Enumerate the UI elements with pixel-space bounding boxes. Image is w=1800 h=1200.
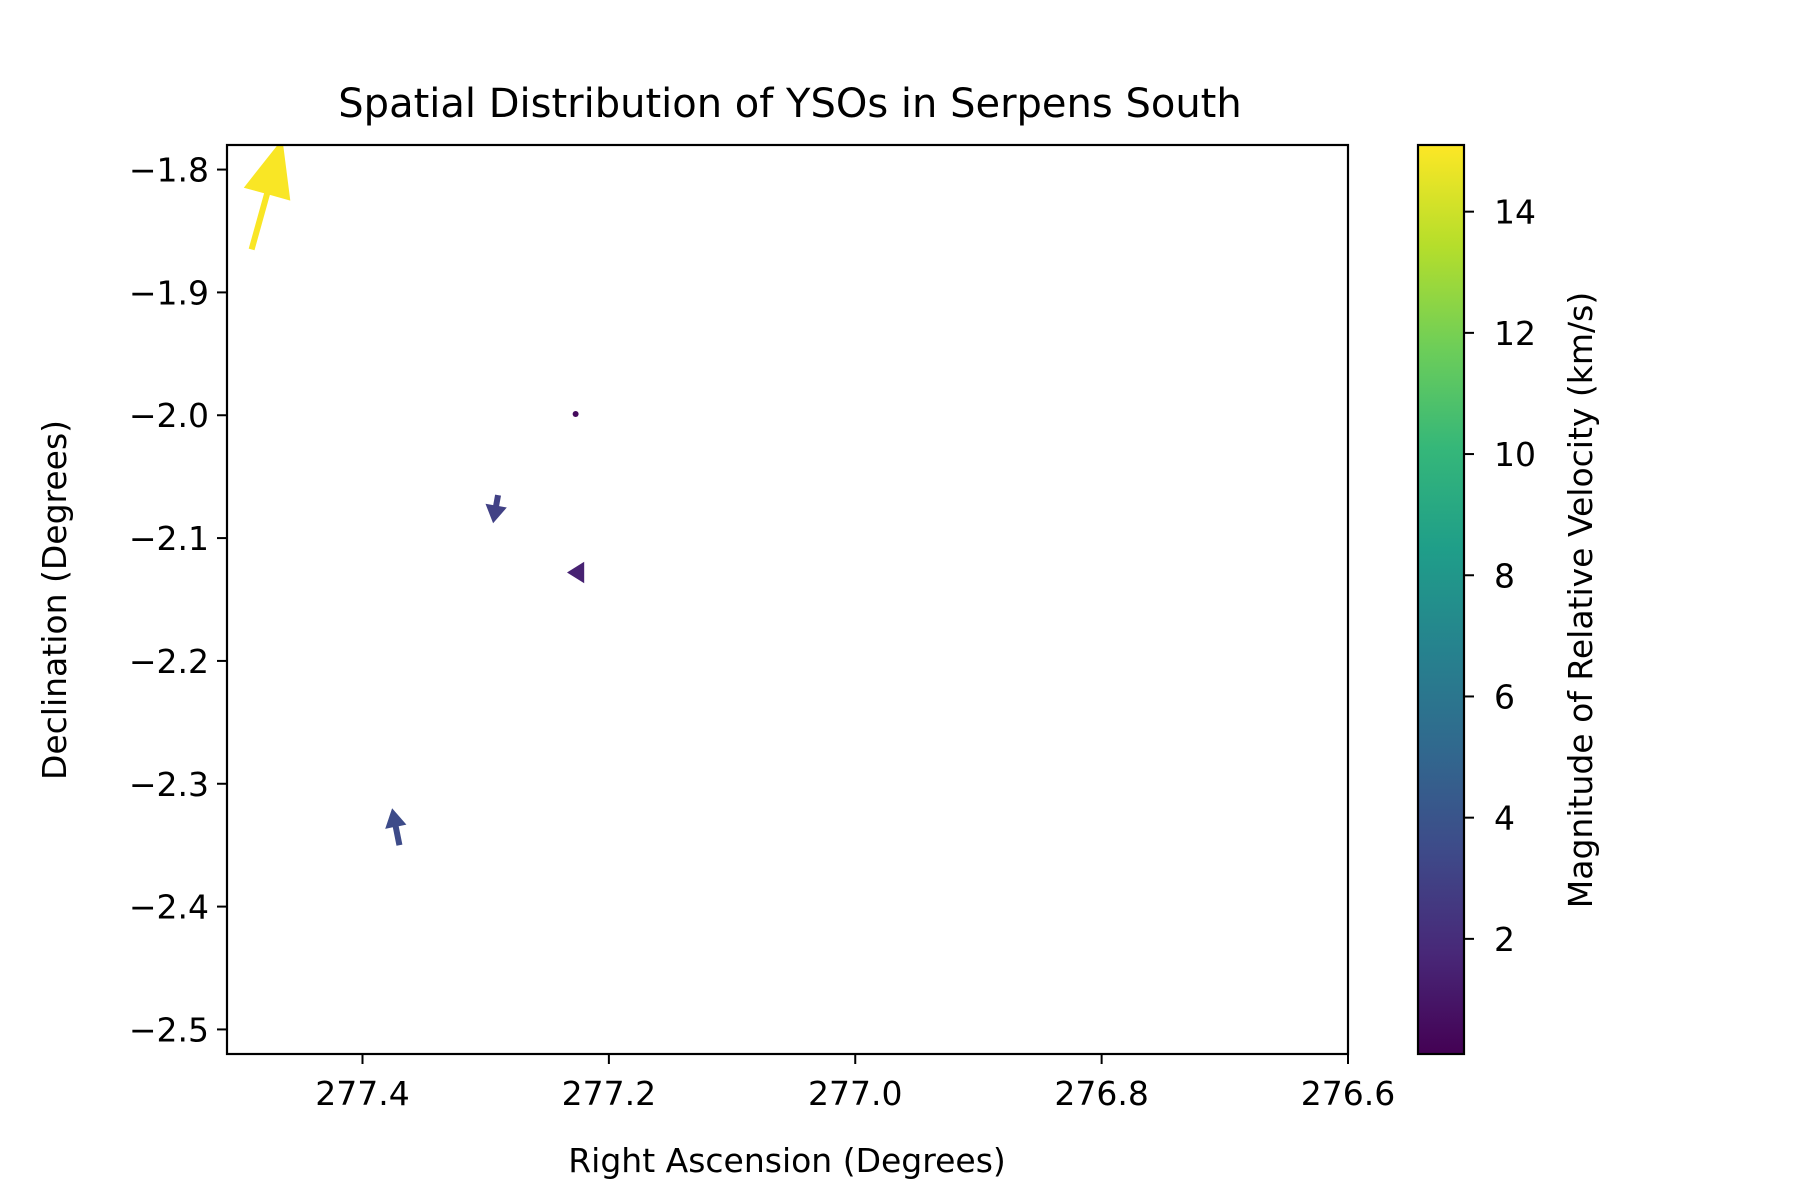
plot-frame	[225, 143, 1350, 1056]
x-tick-label: 277.2	[562, 1074, 656, 1113]
colorbar-label: Magnitude of Relative Velocity (km/s)	[1561, 292, 1600, 908]
velocity-vector	[567, 561, 585, 584]
y-tick-label: −2.4	[129, 888, 209, 927]
y-tick-label: −2.3	[129, 765, 209, 804]
y-axis-title: Declination (Degrees)	[35, 420, 74, 780]
colorbar: 2 4 6 8 10 12 14 Magnitude of Relative Velocit…	[1416, 143, 1600, 1056]
x-tick-label: 277.0	[808, 1074, 902, 1113]
x-tick-label: 276.6	[1301, 1074, 1395, 1113]
y-tick-label: −2.2	[129, 642, 209, 681]
y-tick-label: −1.8	[129, 151, 209, 190]
colorbar-tick-label: 10	[1494, 435, 1536, 474]
quiver-vectors	[243, 145, 585, 846]
velocity-vector	[385, 808, 407, 846]
chart-title: Spatial Distribution of YSOs in Serpens …	[338, 81, 1241, 127]
y-axis: −1.8 −1.9 −2.0 −2.1 −2.2 −2.3 −2.4 −2.5	[129, 151, 227, 1049]
colorbar-ticks: 2 4 6 8 10 12 14	[1464, 193, 1536, 959]
velocity-vector	[572, 411, 579, 418]
colorbar-tick-label: 4	[1494, 799, 1515, 838]
colorbar-tick-label: 2	[1494, 920, 1515, 959]
velocity-vector	[243, 145, 291, 251]
y-tick-label: −2.1	[129, 519, 209, 558]
x-tick-label: 276.8	[1054, 1074, 1148, 1113]
colorbar-tick-label: 14	[1494, 193, 1536, 232]
x-tick-label: 277.4	[315, 1074, 409, 1113]
colorbar-frame	[1416, 143, 1466, 1056]
colorbar-tick-label: 8	[1494, 556, 1515, 595]
colorbar-tick-label: 12	[1494, 314, 1536, 353]
plot-area	[225, 143, 1350, 1056]
colorbar-tick-label: 6	[1494, 677, 1515, 716]
y-tick-label: −2.5	[129, 1010, 209, 1049]
x-axis: 277.4 277.2 277.0 276.8 276.6	[315, 1054, 1395, 1113]
colorbar-gradient	[1418, 145, 1464, 1054]
y-tick-label: −2.0	[129, 396, 209, 435]
x-axis-title: Right Ascension (Degrees)	[568, 1141, 1006, 1180]
velocity-vector	[485, 494, 507, 524]
y-tick-label: −1.9	[129, 273, 209, 312]
